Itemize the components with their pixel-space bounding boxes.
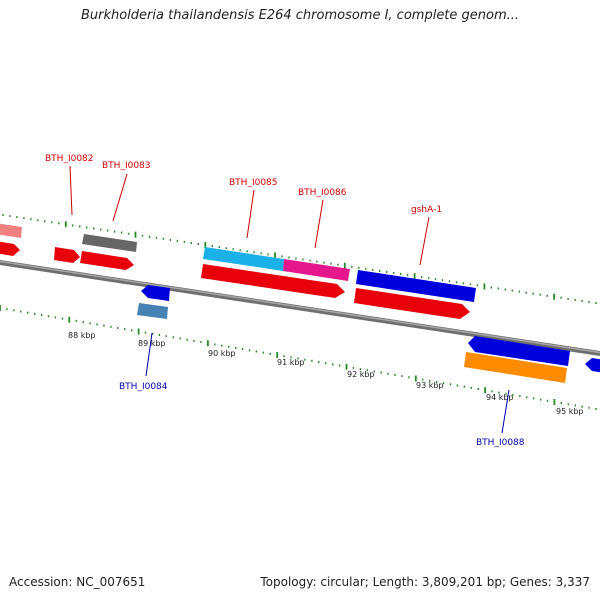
accession-text: Accession: NC_007651 — [9, 575, 146, 589]
scale-label: 94 kbp — [486, 393, 514, 402]
gene-feature[interactable] — [203, 247, 284, 271]
scale-label: 90 kbp — [208, 349, 236, 358]
gene-feature[interactable] — [468, 336, 570, 366]
gene-feature[interactable] — [356, 270, 476, 302]
feature-track-plus — [0, 223, 476, 319]
scale-labels: 88 kbp 89 kbp 90 kbp 91 kbp 92 kbp 93 kb… — [68, 331, 584, 416]
scale-label: 89 kbp — [138, 339, 166, 348]
feature-track-minus — [137, 285, 600, 383]
leader-line — [419, 216, 430, 266]
gene-feature[interactable] — [585, 358, 600, 373]
gene-feature[interactable] — [464, 352, 567, 383]
gene-labels: BTH_I0082 BTH_I0083 BTH_I0085 BTH_I0086 … — [45, 154, 525, 448]
leader-line — [112, 173, 128, 222]
gene-feature[interactable] — [0, 241, 20, 256]
gene-label-bth-i0086[interactable]: BTH_I0086 — [298, 188, 347, 198]
gene-feature[interactable] — [80, 251, 134, 270]
leader-line — [145, 332, 153, 377]
inner-tick-ring — [0, 305, 597, 410]
gene-label-bth-i0088[interactable]: BTH_I0088 — [476, 438, 525, 448]
gene-feature[interactable] — [283, 259, 350, 281]
gene-label-bth-i0085[interactable]: BTH_I0085 — [229, 178, 278, 188]
gene-label-leaders — [69, 165, 510, 434]
gene-feature[interactable] — [354, 288, 470, 319]
outer-tick-ring — [2, 214, 597, 304]
leader-line — [246, 189, 255, 239]
scale-label: 95 kbp — [556, 407, 584, 416]
leader-line — [314, 199, 324, 249]
gene-feature[interactable] — [54, 247, 80, 263]
leader-line — [69, 165, 73, 216]
scale-label: 88 kbp — [68, 331, 96, 340]
gene-label-bth-i0082[interactable]: BTH_I0082 — [45, 154, 94, 164]
gene-feature[interactable] — [141, 285, 170, 301]
gene-feature[interactable] — [137, 303, 168, 319]
chromosome-backbone — [0, 259, 600, 357]
leader-line — [501, 389, 510, 434]
scale-label: 93 kbp — [416, 381, 444, 390]
map-title: Burkholderia thailandensis E264 chromoso… — [80, 8, 520, 23]
scale-label: 92 kbp — [347, 370, 375, 379]
scale-label: 91 kbp — [277, 358, 305, 367]
genome-summary-text: Topology: circular; Length: 3,809,201 bp… — [260, 575, 590, 589]
gene-feature[interactable] — [201, 264, 345, 298]
gene-label-bth-i0083[interactable]: BTH_I0083 — [102, 161, 151, 171]
chromosome-backbone-highlight — [0, 260, 600, 354]
gene-label-gsha-1[interactable]: gshA-1 — [411, 205, 442, 215]
gene-feature[interactable] — [82, 234, 137, 252]
gene-feature[interactable] — [0, 223, 22, 238]
gene-label-bth-i0084[interactable]: BTH_I0084 — [119, 382, 168, 392]
